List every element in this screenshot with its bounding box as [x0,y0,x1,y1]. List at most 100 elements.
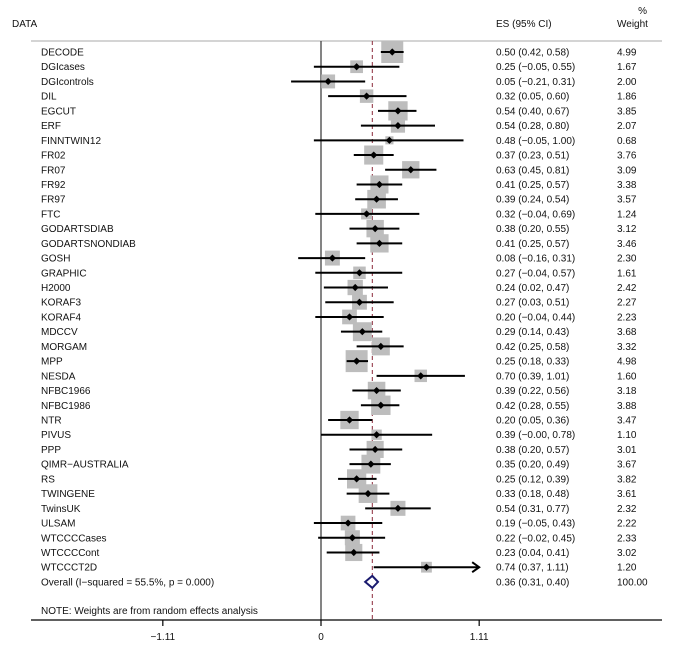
es-ci-value: 0.08 (−0.16, 0.31) [496,254,575,265]
es-ci-value: 0.22 (−0.02, 0.45) [496,533,575,544]
study-label: EGCUT [41,106,76,117]
point-estimate [394,504,402,512]
study-label: NESDA [41,371,76,382]
es-ci-value: 0.39 (0.22, 0.56) [496,386,569,397]
point-estimate [345,416,354,424]
header-study: DATA [12,19,38,30]
study-row: GRAPHIC 0.27 (−0.04, 0.57) 1.61 [41,266,637,279]
es-ci-value: 0.41 (0.25, 0.57) [496,180,569,191]
study-label: NFBC1986 [41,401,91,412]
study-label: DECODE [41,48,84,59]
study-row: TwinsUK 0.54 (0.31, 0.77) 2.32 [41,500,637,516]
study-label: QIMR−AUSTRALIA [41,460,129,471]
weight-value: 4.98 [617,357,637,368]
point-estimate [363,92,371,100]
es-ci-value: 0.05 (−0.21, 0.31) [496,77,575,88]
study-label: KORAF4 [41,312,81,323]
overall-diamond [363,574,380,590]
weight-value: 2.00 [617,77,637,88]
ci-arrow-icon [471,561,481,574]
point-estimate [407,166,415,174]
header-es: ES (95% CI) [496,19,552,30]
point-estimate [371,445,379,454]
study-label: GODARTSDIAB [41,224,114,235]
es-ci-value: 0.48 (−0.05, 1.00) [496,136,575,147]
study-row: DIL 0.32 (0.05, 0.60) 1.86 [41,89,637,103]
x-tick-label: −1.11 [151,632,176,643]
study-label: WTCCCCases [41,533,107,544]
weight-value: 2.42 [617,283,637,294]
es-ci-value: 0.39 (0.24, 0.54) [496,195,569,206]
weight-value: 3.76 [617,151,637,162]
es-ci-value: 0.74 (0.37, 1.11) [496,563,569,574]
study-label: MORGAM [41,342,87,353]
es-ci-value: 0.19 (−0.05, 0.43) [496,519,575,530]
study-label: PIVUS [41,430,71,441]
weight-value: 2.07 [617,121,637,132]
study-label: GRAPHIC [41,268,87,279]
study-label: PPP [41,445,61,456]
study-label: ERF [41,121,61,132]
study-row: GODARTSDIAB 0.38 (0.20, 0.55) 3.12 [41,219,637,238]
study-label: TwinsUK [41,504,81,515]
study-label: NFBC1966 [41,386,91,397]
overall-row: Overall (I−squared = 55.5%, p = 0.000) 0.… [41,574,648,590]
overall-weight: 100.00 [617,577,648,588]
study-row: KORAF3 0.27 (0.03, 0.51) 2.27 [41,294,637,310]
es-ci-value: 0.32 (0.05, 0.60) [496,92,569,103]
study-row: TWINGENE 0.33 (0.18, 0.48) 3.61 [41,484,637,503]
es-ci-value: 0.39 (−0.00, 0.78) [496,430,575,441]
weight-value: 3.09 [617,165,637,176]
point-estimate [367,460,375,468]
point-estimate [385,136,393,144]
study-label: FR97 [41,195,66,206]
study-row: DGIcases 0.25 (−0.05, 0.55) 1.67 [41,60,637,73]
point-estimate [358,328,366,336]
study-row: GODARTSNONDIAB 0.41 (0.25, 0.57) 3.46 [41,234,637,253]
es-ci-value: 0.23 (0.04, 0.41) [496,548,569,559]
study-row: NFBC1966 0.39 (0.22, 0.56) 3.18 [41,381,637,400]
weight-value: 2.30 [617,254,637,265]
point-estimate [324,77,332,86]
weight-value: 2.33 [617,533,637,544]
weight-value: 3.57 [617,195,637,206]
es-ci-value: 0.35 (0.20, 0.49) [496,460,569,471]
weight-value: 3.46 [617,239,637,250]
es-ci-value: 0.25 (0.18, 0.33) [496,357,569,368]
study-row: KORAF4 0.20 (−0.04, 0.44) 2.23 [41,309,637,325]
overall-label: Overall (I−squared = 55.5%, p = 0.000) [41,577,214,588]
es-ci-value: 0.33 (0.18, 0.48) [496,489,569,500]
point-estimate [353,63,361,71]
point-estimate [348,534,356,542]
point-estimate [372,386,381,395]
weight-value: 3.38 [617,180,637,191]
study-label: ULSAM [41,519,75,530]
study-row: WTCCCT2D 0.74 (0.37, 1.11) 1.20 [41,561,637,574]
note-text: NOTE: Weights are from random effects an… [41,606,258,617]
study-row: H2000 0.24 (0.02, 0.47) 2.42 [41,279,637,296]
es-ci-value: 0.24 (0.02, 0.47) [496,283,569,294]
es-ci-value: 0.42 (0.25, 0.58) [496,342,569,353]
weight-value: 1.20 [617,563,637,574]
es-ci-value: 0.27 (0.03, 0.51) [496,298,569,309]
weight-value: 4.99 [617,48,637,59]
es-ci-value: 0.50 (0.42, 0.58) [496,48,569,59]
point-estimate [372,431,381,439]
point-estimate [353,475,361,483]
x-tick-label: 1.11 [470,632,489,643]
study-row: FR97 0.39 (0.24, 0.54) 3.57 [41,189,637,209]
study-label: FR92 [41,180,66,191]
point-estimate [351,283,359,292]
header-weight-percent: % [638,6,647,17]
point-estimate [377,342,385,350]
study-label: MDCCV [41,327,78,338]
weight-value: 2.22 [617,519,637,530]
point-estimate [350,548,358,557]
es-ci-value: 0.25 (0.12, 0.39) [496,474,569,485]
weight-value: 0.68 [617,136,637,147]
point-estimate [372,195,381,203]
study-row: EGCUT 0.54 (0.40, 0.67) 3.85 [41,101,637,121]
study-label: RS [41,474,55,485]
study-row: NFBC1986 0.42 (0.28, 0.55) 3.88 [41,395,637,415]
